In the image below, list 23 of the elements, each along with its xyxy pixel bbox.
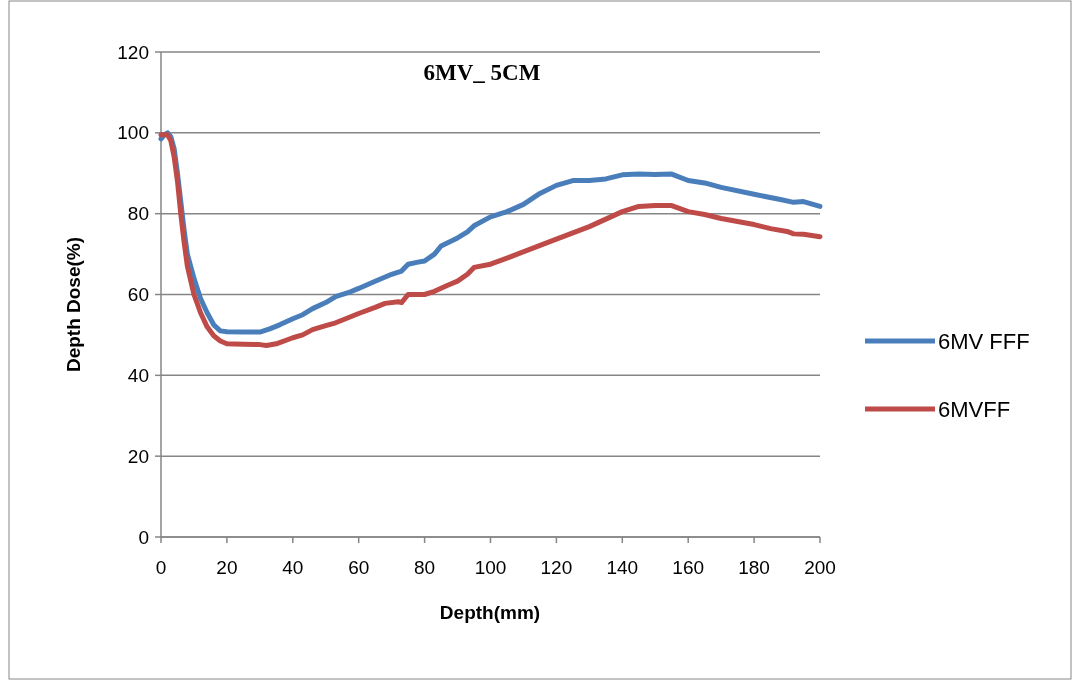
y-axis-title: Depth Dose(%) [63, 236, 84, 373]
x-tick-label: 160 [672, 557, 705, 578]
x-tick-label: 20 [216, 557, 238, 578]
x-tick-label: 140 [606, 557, 639, 578]
legend-label: 6MVFF [938, 396, 1011, 422]
x-tick-label: 180 [738, 557, 770, 578]
x-tick-label: 60 [348, 557, 370, 578]
chart-title: 6MV_ 5CM [423, 60, 541, 85]
y-tick-label: 20 [127, 445, 149, 467]
x-tick-label: 200 [804, 557, 836, 578]
x-tick-label: 0 [155, 557, 167, 578]
y-tick-label: 100 [117, 122, 149, 144]
legend-label: 6MV FFF [938, 328, 1030, 354]
x-tick-label: 120 [540, 557, 573, 578]
y-tick-label: 120 [117, 41, 149, 63]
y-tick-label: 80 [127, 203, 149, 225]
x-axis-title: Depth(mm) [439, 602, 541, 623]
y-tick-label: 0 [138, 526, 149, 548]
x-tick-label: 40 [282, 557, 304, 578]
x-tick-label: 100 [474, 557, 507, 578]
y-tick-label: 40 [127, 364, 149, 386]
y-tick-label: 60 [127, 284, 149, 306]
x-tick-label: 80 [414, 557, 436, 578]
